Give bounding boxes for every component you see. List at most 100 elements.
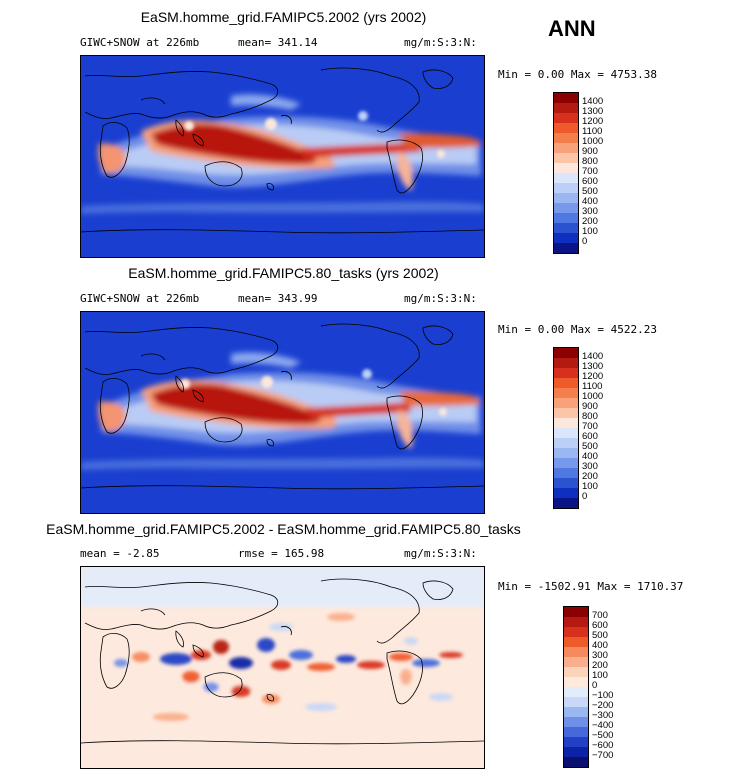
colorbar-swatch <box>564 647 588 658</box>
colorbar-swatch <box>554 378 578 389</box>
map-panel-3 <box>80 566 485 769</box>
colorbar-tick-label: −600 <box>592 740 614 751</box>
colorbar-tick-label: 200 <box>582 216 598 227</box>
colorbar-swatch <box>554 408 578 419</box>
colorbar-swatch <box>554 113 578 124</box>
colorbar-tick-label: 300 <box>582 206 598 217</box>
colorbar-swatch <box>564 707 588 718</box>
colorbar-swatch <box>554 428 578 439</box>
colorbar-swatch <box>554 183 578 194</box>
colorbar-swatches <box>554 348 578 508</box>
colorbar-tick-label: −200 <box>592 700 614 711</box>
mean-label: mean= 341.14 <box>238 36 318 49</box>
colorbar-2 <box>553 347 579 509</box>
colorbar-tick-label: 1400 <box>582 351 604 362</box>
colorbar-swatch <box>564 697 588 708</box>
colorbar-swatch <box>554 193 578 204</box>
colorbar-swatch <box>564 627 588 638</box>
colorbar-tick-label: 200 <box>582 471 598 482</box>
colorbar-tick-label: 700 <box>582 166 598 177</box>
colorbar-tick-label: 400 <box>582 451 598 462</box>
colorbar-tick-label: 500 <box>592 630 608 641</box>
colorbar-swatch <box>554 438 578 449</box>
colorbar-swatch <box>554 203 578 214</box>
colorbar-tick-label: 1400 <box>582 96 604 107</box>
colorbar-swatch <box>554 213 578 224</box>
colorbar-swatch <box>564 637 588 648</box>
colorbar-tick-label: 1000 <box>582 136 604 147</box>
colorbar-tick-label: 900 <box>582 401 598 412</box>
panel-title: EaSM.homme_grid.FAMIPC5.2002 - EaSM.homm… <box>46 521 521 537</box>
colorbar-tick-label: 100 <box>592 670 608 681</box>
colorbar-tick-label: 900 <box>582 146 598 157</box>
colorbar-swatch <box>564 607 588 618</box>
colorbar-tick-label: 800 <box>582 411 598 422</box>
colorbar-swatch <box>554 143 578 154</box>
colorbar-tick-label: 1200 <box>582 116 604 127</box>
colorbar-tick-label: 500 <box>582 186 598 197</box>
variable-label: GIWC+SNOW at 226mb <box>80 292 200 305</box>
range-label: Min = 0.00 Max = 4522.23 <box>498 323 657 336</box>
colorbar-swatches <box>564 607 588 767</box>
diff-mean-label: mean = -2.85 <box>80 547 160 560</box>
colorbar-tick-label: 200 <box>592 660 608 671</box>
colorbar-tick-label: 300 <box>582 461 598 472</box>
colorbar-swatch <box>554 243 578 253</box>
colorbar-swatch <box>554 233 578 244</box>
units-label: mg/m:S:3:N: <box>404 292 477 305</box>
units-label: mg/m:S:3:N: <box>404 36 477 49</box>
colorbar-swatch <box>554 478 578 489</box>
rmse-label: rmse = 165.98 <box>238 547 325 560</box>
colorbar-tick-label: 0 <box>582 236 588 247</box>
colorbar-tick-label: 700 <box>592 610 608 621</box>
colorbar-tick-label: 700 <box>582 421 598 432</box>
colorbar-tick-label: 500 <box>582 441 598 452</box>
map-panel-1 <box>80 55 485 258</box>
colorbar-tick-label: 100 <box>582 226 598 237</box>
colorbar-tick-label: 1100 <box>582 126 603 137</box>
map-panel-2 <box>80 311 485 514</box>
colorbar-tick-label: 100 <box>582 481 598 492</box>
colorbar-1 <box>553 92 579 254</box>
units-label: mg/m:S:3:N: <box>404 547 477 560</box>
colorbar-swatch <box>554 173 578 184</box>
colorbar-swatch <box>554 458 578 469</box>
colorbar-tick-label: 400 <box>592 640 608 651</box>
colorbar-swatch <box>564 677 588 688</box>
colorbar-swatch <box>554 103 578 114</box>
colorbar-swatch <box>564 717 588 728</box>
colorbar-swatches <box>554 93 578 253</box>
colorbar-tick-label: 400 <box>582 196 598 207</box>
colorbar-swatch <box>554 468 578 479</box>
colorbar-swatch <box>554 163 578 174</box>
colorbar-3 <box>563 606 589 768</box>
colorbar-swatch <box>554 488 578 499</box>
colorbar-swatch <box>564 657 588 668</box>
colorbar-tick-label: 0 <box>592 680 598 691</box>
colorbar-swatch <box>554 223 578 234</box>
colorbar-swatch <box>564 747 588 758</box>
colorbar-tick-label: 800 <box>582 156 598 167</box>
colorbar-swatch <box>564 667 588 678</box>
colorbar-swatch <box>554 348 578 359</box>
colorbar-tick-label: −100 <box>592 690 614 701</box>
colorbar-swatch <box>554 358 578 369</box>
colorbar-tick-label: 1200 <box>582 371 604 382</box>
colorbar-swatch <box>564 617 588 628</box>
colorbar-swatch <box>564 687 588 698</box>
variable-label: GIWC+SNOW at 226mb <box>80 36 200 49</box>
colorbar-tick-label: 1100 <box>582 381 603 392</box>
colorbar-tick-label: 600 <box>592 620 608 631</box>
colorbar-tick-label: 0 <box>582 491 588 502</box>
colorbar-tick-label: −700 <box>592 750 614 761</box>
colorbar-swatch <box>554 388 578 399</box>
colorbar-tick-label: 600 <box>582 431 598 442</box>
colorbar-swatch <box>564 737 588 748</box>
colorbar-swatch <box>554 93 578 104</box>
colorbar-tick-label: 1000 <box>582 391 604 402</box>
mean-label: mean= 343.99 <box>238 292 318 305</box>
colorbar-swatch <box>554 123 578 134</box>
season-label: ANN <box>548 16 596 41</box>
colorbar-swatch <box>564 727 588 738</box>
panel-title: EaSM.homme_grid.FAMIPC5.80_tasks (yrs 20… <box>128 265 439 281</box>
